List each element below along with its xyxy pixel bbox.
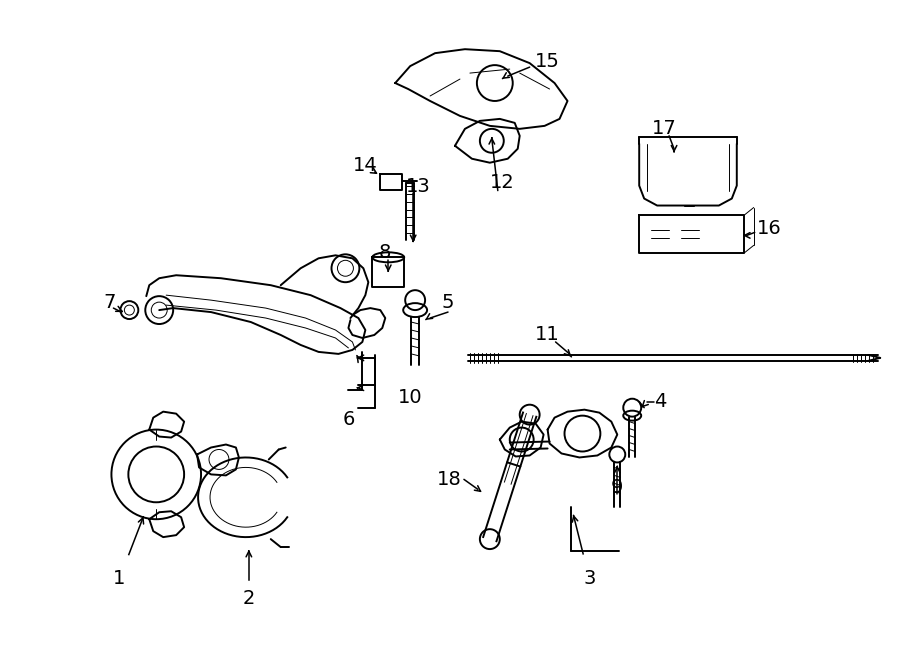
Text: 15: 15 — [536, 52, 560, 71]
Text: 14: 14 — [353, 156, 378, 175]
Text: 16: 16 — [757, 219, 781, 238]
Text: 1: 1 — [113, 570, 126, 588]
Text: 10: 10 — [398, 388, 422, 407]
Text: 9: 9 — [611, 478, 624, 497]
Text: 2: 2 — [243, 590, 255, 608]
Text: 13: 13 — [406, 177, 430, 196]
Text: 11: 11 — [536, 325, 560, 344]
Text: 12: 12 — [490, 173, 514, 192]
Text: 18: 18 — [437, 470, 462, 489]
Text: 8: 8 — [379, 243, 392, 262]
Text: 4: 4 — [654, 392, 667, 411]
Text: 17: 17 — [652, 120, 677, 138]
Text: 5: 5 — [442, 293, 454, 311]
Text: 7: 7 — [104, 293, 115, 311]
Text: 3: 3 — [583, 570, 596, 588]
Text: 6: 6 — [342, 410, 355, 429]
